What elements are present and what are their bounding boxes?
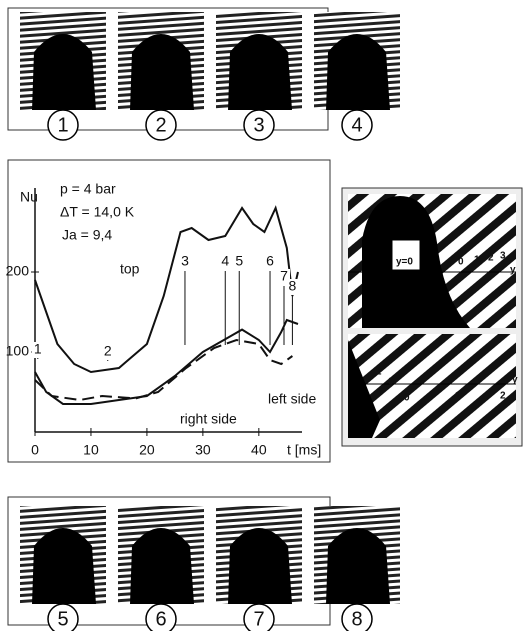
side-label: y=0	[396, 257, 413, 268]
x-tick-label: 30	[195, 442, 211, 458]
y-tick-label: 200	[6, 263, 30, 279]
bubble	[326, 34, 390, 110]
marker-label: 3	[181, 253, 189, 269]
marker-label: 6	[266, 253, 274, 269]
frame-number: 6	[155, 608, 166, 630]
frame-number-circle	[145, 603, 177, 631]
series-line	[34, 318, 299, 405]
marker-bg	[233, 254, 246, 270]
marker-bg	[286, 279, 299, 295]
side-label: 2	[488, 253, 494, 264]
marker-bg	[219, 254, 232, 270]
x-axis-label: t [ms]	[287, 442, 321, 458]
annotation: Ja = 9,4	[62, 227, 112, 243]
side-label: 2	[500, 391, 506, 402]
annotation: ΔT = 14,0 K	[60, 204, 135, 220]
side-label: 0	[458, 257, 464, 268]
frame-number-circle	[243, 109, 275, 141]
series-label: left side	[268, 391, 316, 407]
marker-label: 8	[289, 278, 297, 294]
bubble	[326, 528, 390, 604]
frame-number-circle	[145, 109, 177, 141]
frame-number-circle	[243, 603, 275, 631]
bubble	[130, 34, 194, 110]
series-line	[34, 205, 299, 374]
side-label: 0	[404, 393, 410, 404]
series-line	[34, 338, 293, 402]
chart-box	[7, 159, 331, 463]
frame-number-circle	[341, 603, 373, 631]
frame-number: 8	[351, 608, 362, 630]
frame-number: 4	[351, 114, 362, 136]
marker-label: 1	[34, 341, 42, 357]
marker-bg	[178, 254, 191, 270]
bubble	[32, 528, 96, 604]
frame-number: 1	[57, 114, 68, 136]
side-label: 0	[388, 377, 394, 388]
y-axis-label: Nu	[20, 189, 38, 205]
side-label: 2	[376, 367, 382, 378]
side-label: 1	[455, 391, 461, 402]
bubble	[32, 34, 96, 110]
series-label: right side	[180, 411, 237, 427]
side-label: y	[510, 265, 516, 276]
bubble	[228, 528, 292, 604]
x-tick-label: 20	[139, 442, 155, 458]
x-tick-label: 10	[83, 442, 99, 458]
side-panel: y=0 0 1 2 3 y 2 0 0 1 2 y	[341, 187, 523, 447]
bubble	[130, 528, 194, 604]
annotation: p = 4 bar	[60, 181, 116, 197]
marker-label: 2	[104, 343, 112, 359]
frame-number-circle	[341, 109, 373, 141]
side-label: 3	[500, 251, 506, 262]
frame-number-circle	[47, 603, 79, 631]
x-tick-label: 40	[251, 442, 267, 458]
marker-bg	[264, 254, 277, 270]
frame-number: 7	[253, 608, 264, 630]
frame-number: 2	[155, 114, 166, 136]
y-tick-label: 100	[6, 343, 30, 359]
frame-number: 5	[57, 608, 68, 630]
frame-number-circle	[47, 109, 79, 141]
marker-label: 5	[235, 253, 243, 269]
side-label: 1	[474, 255, 480, 266]
series-label: top	[120, 261, 140, 277]
bubble	[228, 34, 292, 110]
frame-number: 3	[253, 114, 264, 136]
x-tick-label: 0	[31, 442, 39, 458]
marker-label: 7	[280, 268, 288, 284]
marker-label: 4	[221, 253, 229, 269]
marker-bg	[31, 342, 44, 358]
marker-bg	[101, 344, 114, 360]
side-label: y	[512, 375, 518, 386]
